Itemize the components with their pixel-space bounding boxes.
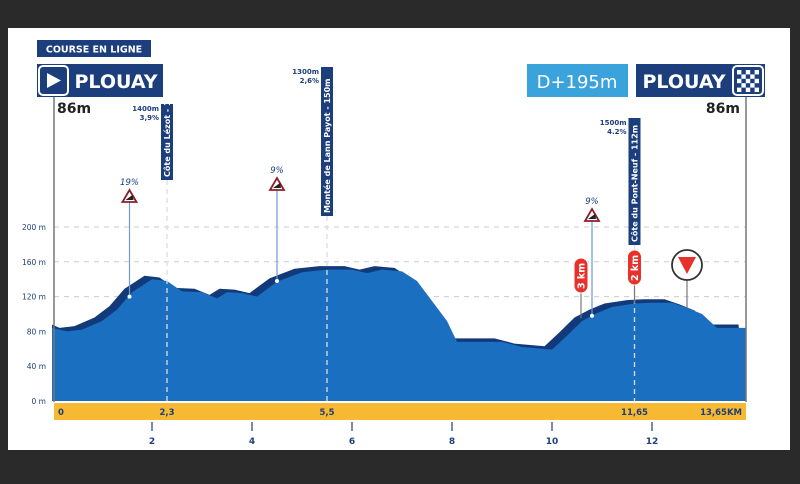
steep-gradient-icon-fill xyxy=(588,214,596,219)
km-bar-label: 13,65KM xyxy=(700,408,742,418)
elevation-profile xyxy=(52,269,746,401)
y-tick-label: 80 m xyxy=(27,327,46,336)
checker-square xyxy=(754,70,759,75)
start-town-label: PLOUAY xyxy=(75,71,158,93)
y-tick-label: 40 m xyxy=(27,362,46,371)
climb-length: 1400m xyxy=(132,105,159,113)
steep-gradient-icon xyxy=(268,176,286,191)
climb-name-box xyxy=(321,67,333,216)
x-tick-label: 12 xyxy=(646,437,659,447)
y-tick-label: 0 m xyxy=(32,397,46,406)
climb-name: Côte du Lézot - 138m xyxy=(162,81,172,177)
climb-gradient: 2,6% xyxy=(300,77,319,85)
km-marker-pill xyxy=(627,249,642,286)
checker-square xyxy=(750,74,755,79)
steep-gradient-icon xyxy=(583,207,601,222)
race-type-badge xyxy=(37,40,151,57)
climb-length: 1300m xyxy=(292,68,319,76)
steep-point-dot xyxy=(127,294,132,299)
checker-square xyxy=(737,78,742,84)
climb-gradient: 3,9% xyxy=(140,114,159,122)
red-triangle-icon xyxy=(678,257,696,274)
km-bar xyxy=(54,403,746,420)
checker-square xyxy=(737,70,742,75)
km-bar-label: 0 xyxy=(58,408,64,418)
start-altitude: 86m xyxy=(57,101,91,117)
checker-square xyxy=(737,87,742,92)
x-tick-label: 10 xyxy=(546,437,559,447)
checker-square xyxy=(745,87,751,92)
y-tick-label: 200 m xyxy=(22,223,46,232)
race-type-label: COURSE EN LIGNE xyxy=(46,45,142,56)
climb-name-box xyxy=(628,118,641,245)
checker-square xyxy=(741,83,746,88)
finish-town-label: PLOUAY xyxy=(643,71,726,93)
km-bar-label: 2,3 xyxy=(159,408,174,418)
checker-square xyxy=(750,83,755,88)
x-tick-label: 2 xyxy=(149,437,155,447)
climb-name: Montée de Lann Payot - 150m xyxy=(322,79,332,213)
km-bar-label: 11,65 xyxy=(621,408,648,418)
x-tick-label: 4 xyxy=(249,437,255,447)
y-tick-label: 160 m xyxy=(22,258,46,267)
checker-square xyxy=(745,70,751,75)
climb-length: 1500m xyxy=(600,119,627,127)
km-marker-label: 2 km xyxy=(630,255,641,281)
checker-square xyxy=(741,74,746,79)
steep-gradient-label: 9% xyxy=(585,197,599,207)
steep-gradient-icon xyxy=(120,188,139,203)
steep-gradient-label: 9% xyxy=(270,166,284,176)
finish-altitude: 86m xyxy=(706,101,740,117)
climb-name: Côte du Pont-Neuf - 112m xyxy=(630,125,640,242)
play-arrow-icon xyxy=(47,73,61,88)
climb-name-box xyxy=(161,104,173,180)
km-marker-pill xyxy=(573,257,589,294)
elevation-gain-label: D+195m xyxy=(537,72,618,93)
checker-square xyxy=(745,78,751,84)
checker-square xyxy=(754,87,759,92)
km-marker-label: 3 km xyxy=(577,263,588,289)
checker-square xyxy=(754,78,759,84)
steep-point-dot xyxy=(275,278,279,283)
steep-gradient-label: 19% xyxy=(120,178,139,188)
steep-point-dot xyxy=(590,313,594,318)
steep-gradient-icon-fill xyxy=(125,195,134,200)
y-tick-label: 120 m xyxy=(22,293,46,302)
elevation-gain-badge xyxy=(527,64,628,97)
x-tick-label: 6 xyxy=(349,437,355,447)
steep-gradient-icon-fill xyxy=(273,183,281,188)
km-bar-label: 5,5 xyxy=(319,408,334,418)
x-tick-label: 8 xyxy=(449,437,455,447)
climb-gradient: 4.2% xyxy=(607,128,626,136)
